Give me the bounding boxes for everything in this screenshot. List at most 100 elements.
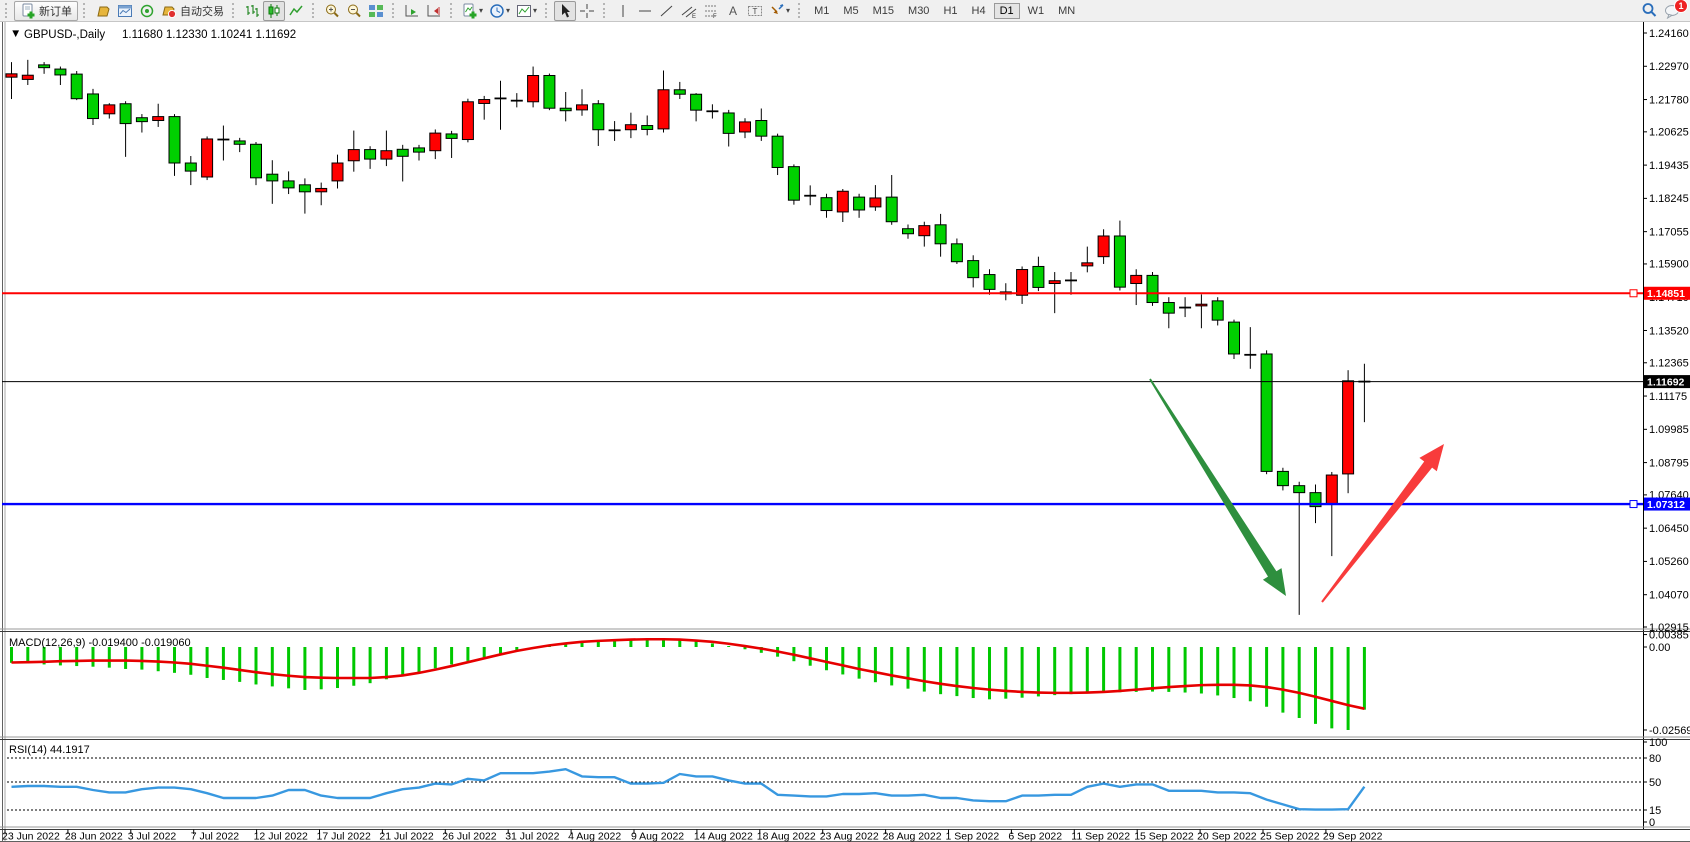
svg-text:E: E: [692, 14, 696, 19]
macd-layer: [10, 637, 1366, 731]
template-button[interactable]: ▾: [513, 1, 540, 21]
horizontal-line-button[interactable]: [634, 1, 656, 21]
price-tick: 1.05260: [1649, 556, 1689, 568]
zoom-in-button[interactable]: [321, 1, 343, 21]
vertical-line-button[interactable]: [612, 1, 634, 21]
text-label-button[interactable]: T: [744, 1, 766, 21]
current-price-flag: [1644, 375, 1690, 389]
resistance-price-flag: [1644, 286, 1690, 300]
toolbar-grip[interactable]: [603, 3, 608, 18]
auto-trading-button[interactable]: 自动交易: [158, 1, 227, 21]
date-tick: 7 Jul 2022: [191, 831, 240, 842]
line-handle[interactable]: [1629, 500, 1638, 509]
tile-windows-button[interactable]: [365, 1, 387, 21]
date-tick: 15 Sep 2022: [1134, 831, 1194, 842]
toolbar-grip[interactable]: [232, 3, 237, 18]
chart-canvas[interactable]: 1.24160 1.22970 1.21780 1.20625 1.19435 1.182…: [0, 22, 1690, 842]
price-tick: 1.21780: [1649, 94, 1689, 106]
indicators-dropdown-icon[interactable]: ▾: [479, 6, 484, 15]
rsi-tick: 15: [1649, 805, 1661, 817]
periods-dropdown-icon[interactable]: ▾: [506, 6, 511, 15]
line-handle[interactable]: [1629, 289, 1638, 298]
chart-title: GBPUSD-,Daily: [24, 29, 105, 41]
signal-button[interactable]: [136, 1, 158, 21]
date-tick: 1 Sep 2022: [946, 831, 1000, 842]
fibonacci-icon: F: [705, 5, 718, 19]
text-icon: A: [729, 4, 737, 18]
macd-signal-line: [11, 637, 1365, 710]
support-price-flag-text: 1.07312: [1647, 499, 1685, 511]
candlestick-button[interactable]: [263, 0, 285, 21]
tab-w1[interactable]: W1: [1027, 4, 1045, 17]
date-tick: 23 Jun 2022: [2, 831, 60, 842]
chart-shift-icon: [427, 4, 440, 16]
line-chart-button[interactable]: [285, 1, 307, 21]
cursor-button[interactable]: [554, 0, 577, 21]
search-icon: [1642, 3, 1657, 17]
new-order-icon: [22, 3, 35, 18]
tab-m30[interactable]: M30: [908, 4, 930, 17]
tab-d1[interactable]: D1: [993, 2, 1020, 19]
price-tick: 1.20625: [1649, 127, 1689, 139]
notifications-button[interactable]: 1: [1661, 0, 1688, 21]
auto-trading-label: 自动交易: [180, 5, 224, 18]
arrows-dropdown-icon[interactable]: ▾: [786, 6, 791, 15]
tab-m1[interactable]: M1: [814, 4, 830, 17]
fibonacci-button[interactable]: F: [700, 1, 722, 21]
indicators-button[interactable]: ▾: [459, 1, 486, 21]
toolbar: 新订单 自动交易: [0, 0, 1690, 22]
date-tick: 12 Jul 2022: [254, 831, 308, 842]
date-tick: 28 Jun 2022: [65, 831, 123, 842]
toolbar-grip[interactable]: [450, 3, 455, 18]
search-button[interactable]: [1638, 1, 1661, 21]
date-tick: 31 Jul 2022: [505, 831, 559, 842]
auto-scroll-button[interactable]: [401, 1, 423, 21]
toolbar-grip[interactable]: [83, 3, 88, 18]
charts-folder-icon: [97, 6, 110, 16]
tab-mn[interactable]: MN: [1058, 4, 1076, 17]
tile-windows-icon: [369, 4, 383, 17]
tab-h1[interactable]: H1: [943, 4, 958, 17]
chart-shift-button[interactable]: [423, 1, 445, 21]
arrows-button[interactable]: ▾: [766, 1, 793, 21]
rsi-tick: 80: [1649, 753, 1661, 765]
text-button[interactable]: A: [722, 1, 744, 21]
charts-folder-button[interactable]: [92, 1, 114, 21]
signal-icon: [140, 4, 154, 17]
periods-button[interactable]: ▾: [486, 1, 513, 21]
zoom-out-button[interactable]: [343, 1, 365, 21]
toolbar-grip[interactable]: [545, 3, 550, 18]
toolbar-grip[interactable]: [312, 3, 317, 18]
tab-m5[interactable]: M5: [843, 4, 859, 17]
tab-m15[interactable]: M15: [872, 4, 895, 17]
market-window-button[interactable]: [114, 1, 136, 21]
up-arrow[interactable]: [1321, 444, 1444, 603]
horizontal-line-icon: [639, 10, 652, 11]
svg-text:T: T: [753, 7, 758, 16]
chart-plot: 1.24160 1.22970 1.21780 1.20625 1.19435 1.182…: [0, 22, 1690, 842]
indicators-icon: [463, 3, 477, 18]
equidistant-channel-button[interactable]: E: [678, 1, 700, 21]
down-arrow[interactable]: [1149, 378, 1286, 597]
tab-h4[interactable]: H4: [971, 4, 986, 17]
symbol-dropdown-icon[interactable]: ▼: [10, 28, 21, 40]
market-window-icon: [118, 4, 132, 17]
vertical-line-icon: [622, 4, 624, 17]
candlestick-icon: [268, 3, 280, 18]
toolbar-grip[interactable]: [5, 3, 10, 18]
trendline-button[interactable]: [656, 1, 678, 21]
price-tick: 1.08795: [1649, 457, 1689, 469]
toolbar-grip[interactable]: [392, 3, 397, 18]
price-tick: 1.13520: [1649, 325, 1689, 337]
macd-tick: 0.00385: [1649, 629, 1689, 641]
bar-chart-button[interactable]: [241, 1, 263, 21]
periods-clock-icon: [490, 3, 504, 18]
date-tick: 4 Aug 2022: [568, 831, 621, 842]
toolbar-grip[interactable]: [798, 3, 803, 18]
new-order-button[interactable]: 新订单: [14, 0, 78, 21]
support-price-flag: [1644, 497, 1690, 511]
template-dropdown-icon[interactable]: ▾: [533, 6, 538, 15]
crosshair-button[interactable]: [576, 1, 598, 21]
